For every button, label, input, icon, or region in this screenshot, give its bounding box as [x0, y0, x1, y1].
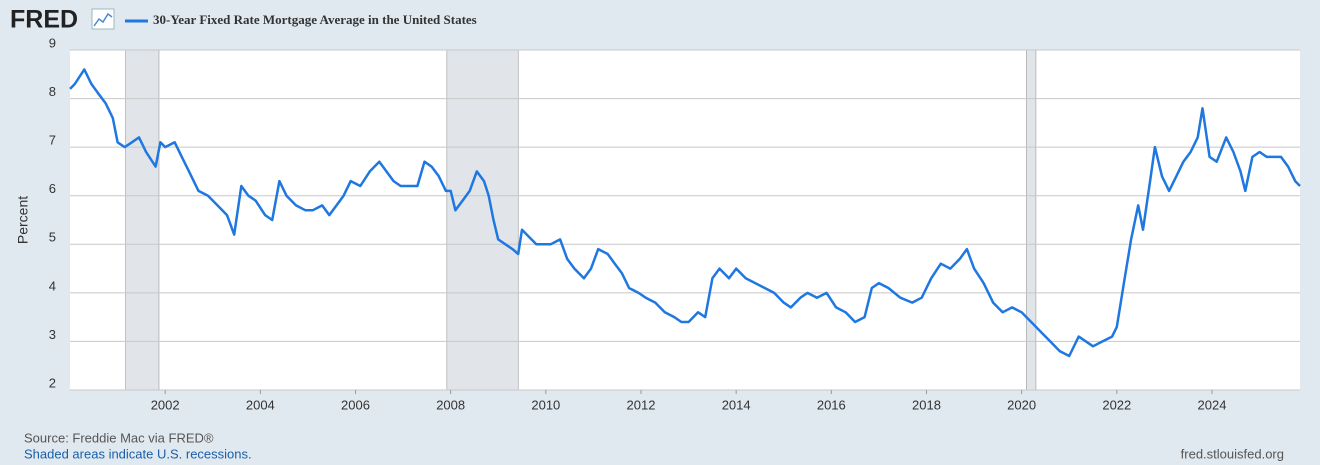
- x-tick-label: 2012: [627, 397, 656, 412]
- y-tick-label: 2: [49, 375, 56, 390]
- x-tick-label: 2020: [1007, 397, 1036, 412]
- x-tick-label: 2024: [1198, 397, 1227, 412]
- site-link[interactable]: fred.stlouisfed.org: [1181, 446, 1284, 461]
- data-line: [69, 68, 1301, 358]
- source: Source: Freddie Mac via FRED®: [24, 430, 214, 445]
- x-tick-label: 2022: [1102, 397, 1131, 412]
- y-tick-label: 6: [49, 181, 56, 196]
- x-tick-label: 2004: [246, 397, 275, 412]
- x-tick-label: 2010: [531, 397, 560, 412]
- y-tick-label: 5: [49, 230, 56, 245]
- x-tick-label: 2002: [151, 397, 180, 412]
- legend-label: 30-Year Fixed Rate Mortgage Average in t…: [153, 12, 477, 27]
- x-tick-label: 2018: [912, 397, 941, 412]
- logo-icon: [91, 8, 115, 30]
- y-tick-label: 3: [49, 327, 56, 342]
- recession-shade: [125, 49, 160, 391]
- x-tick-label: 2008: [436, 397, 465, 412]
- x-tick-label: 2006: [341, 397, 370, 412]
- logo[interactable]: FRED: [10, 6, 78, 34]
- x-tick-label: 2014: [722, 397, 751, 412]
- y-tick-label: 8: [49, 84, 56, 99]
- recession-note[interactable]: Shaded areas indicate U.S. recessions.: [24, 446, 252, 461]
- x-tick-label: 2016: [817, 397, 846, 412]
- y-tick-label: 4: [49, 278, 56, 293]
- recession-shade: [446, 49, 519, 391]
- y-tick-label: 9: [49, 35, 56, 50]
- plot-area: [70, 50, 1300, 390]
- recession-shade: [1026, 49, 1037, 391]
- y-axis-label: Percent: [15, 196, 31, 244]
- y-tick-label: 7: [49, 133, 56, 148]
